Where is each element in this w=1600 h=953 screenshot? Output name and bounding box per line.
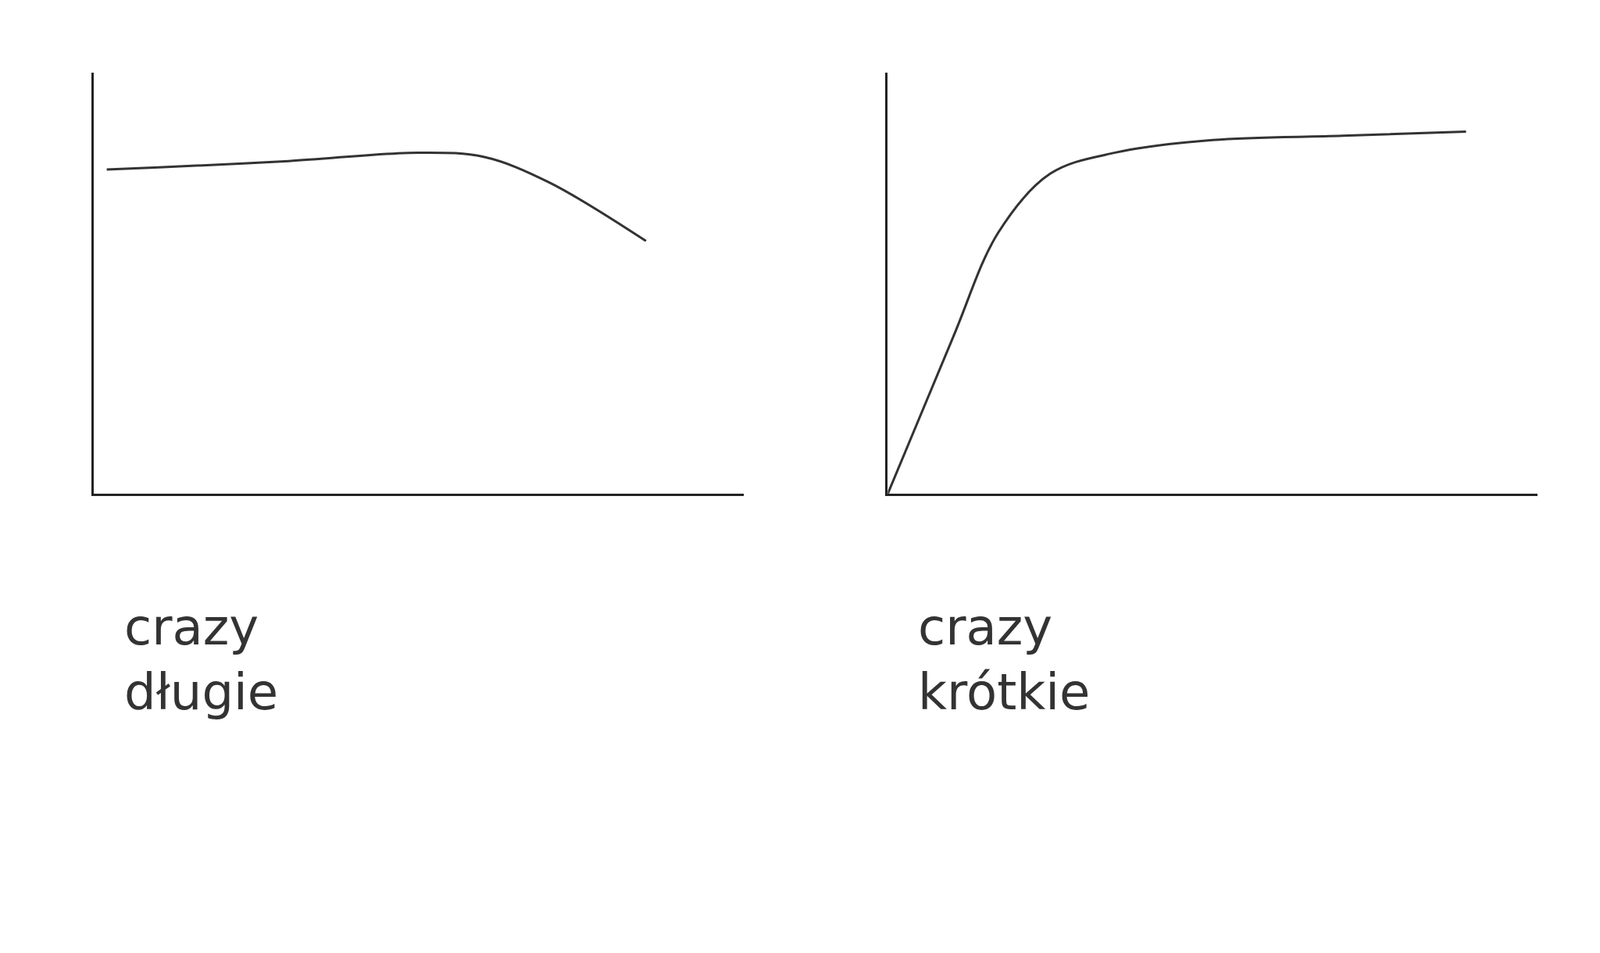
svg-text:crazydługie: crazydługie (124, 598, 279, 722)
svg-text:crazykrótkie: crazykrótkie (917, 598, 1090, 722)
